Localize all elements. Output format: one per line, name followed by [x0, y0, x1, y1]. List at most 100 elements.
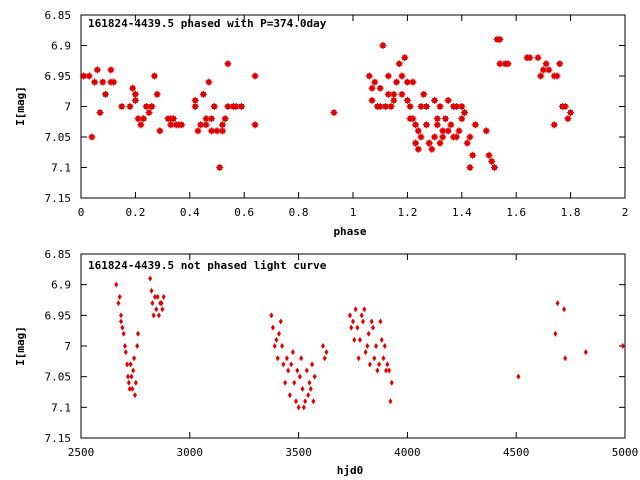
y-tick-label: 7 [64, 101, 71, 114]
data-point [387, 103, 395, 110]
data-point [431, 96, 439, 104]
data-point [205, 78, 213, 86]
data-point [466, 164, 474, 171]
data-point [485, 151, 493, 159]
data-point [131, 96, 139, 104]
data-point [127, 385, 132, 392]
data-point [308, 385, 313, 392]
data-point [420, 90, 428, 98]
data-point [375, 367, 380, 374]
data-point [387, 367, 392, 374]
data-point [125, 361, 130, 368]
data-point [312, 373, 317, 380]
data-point [372, 355, 377, 362]
data-point [96, 109, 104, 117]
y-tick-label: 6.95 [45, 309, 72, 322]
data-point [362, 306, 367, 313]
x-tick-label: 1.6 [506, 206, 526, 219]
y-tick-label: 7.05 [45, 371, 72, 384]
data-point [436, 139, 444, 147]
x-tick-label: 3000 [177, 446, 204, 459]
data-point [301, 404, 306, 411]
data-point [347, 312, 352, 319]
x-tick-label: 0.8 [289, 206, 309, 219]
data-point [455, 127, 463, 135]
y-tick-label: 7.1 [51, 401, 71, 414]
y-tick-label: 7 [64, 340, 71, 353]
data-point [433, 121, 441, 129]
data-point [283, 379, 288, 386]
x-tick-label: 4000 [394, 446, 421, 459]
data-point [300, 385, 305, 392]
data-point [130, 385, 135, 392]
data-point [389, 379, 394, 386]
y-axis-ticks: 6.85 6.9 6.95 7 7.05 7.1 7.15 [45, 9, 625, 205]
data-point [159, 300, 164, 307]
y-axis-ticks: 6.85 6.9 6.95 7 7.05 7.1 7.15 [45, 248, 625, 445]
data-point [154, 306, 159, 313]
data-point [133, 379, 138, 386]
data-point [352, 336, 357, 343]
data-point [384, 72, 392, 80]
data-point [436, 103, 444, 110]
data-point [208, 115, 216, 123]
data-point [555, 300, 560, 307]
data-point [152, 293, 157, 300]
x-tick-label: 1 [350, 206, 357, 219]
data-point [417, 133, 425, 141]
data-point [439, 133, 447, 141]
data-point [287, 392, 292, 399]
data-point [290, 349, 295, 356]
data-point [251, 72, 259, 80]
data-point [274, 336, 279, 343]
x-tick-label: 0 [78, 206, 85, 219]
data-point [403, 96, 411, 104]
data-point [330, 109, 338, 117]
data-point [277, 330, 282, 337]
data-point [353, 306, 358, 313]
y-tick-label: 7.15 [45, 432, 72, 445]
data-point [431, 133, 439, 141]
data-point [299, 355, 304, 362]
data-point [482, 127, 490, 135]
data-point [280, 343, 285, 349]
data-point [365, 343, 370, 349]
data-point [401, 54, 409, 62]
data-point [553, 330, 558, 337]
data-point [322, 355, 327, 362]
data-point [379, 336, 384, 343]
data-point [286, 367, 291, 374]
data-point [132, 355, 137, 362]
data-point [516, 373, 521, 380]
data-point [374, 343, 379, 349]
data-point [114, 281, 119, 288]
data-point [388, 398, 393, 405]
x-tick-label: 1.8 [561, 206, 581, 219]
data-point [145, 109, 153, 117]
data-point [150, 300, 155, 307]
data-point [504, 60, 512, 68]
data-point [132, 392, 137, 399]
data-point [385, 361, 390, 368]
x-tick-label: 0.6 [234, 206, 254, 219]
data-point [307, 379, 312, 386]
data-point [433, 115, 441, 123]
data-point [452, 133, 460, 141]
data-point [425, 139, 433, 147]
data-point [272, 343, 277, 349]
data-point [564, 115, 572, 123]
data-point [561, 103, 569, 110]
data-point [583, 349, 588, 356]
data-point [311, 398, 316, 405]
data-point [563, 355, 568, 362]
data-point [379, 42, 387, 49]
data-point [406, 103, 414, 110]
data-point [545, 66, 553, 74]
data-point [542, 60, 550, 68]
data-point [367, 361, 372, 368]
data-point [556, 60, 564, 68]
data-point [553, 72, 561, 80]
data-point [281, 361, 286, 368]
data-point [284, 355, 289, 362]
data-point [295, 367, 300, 374]
